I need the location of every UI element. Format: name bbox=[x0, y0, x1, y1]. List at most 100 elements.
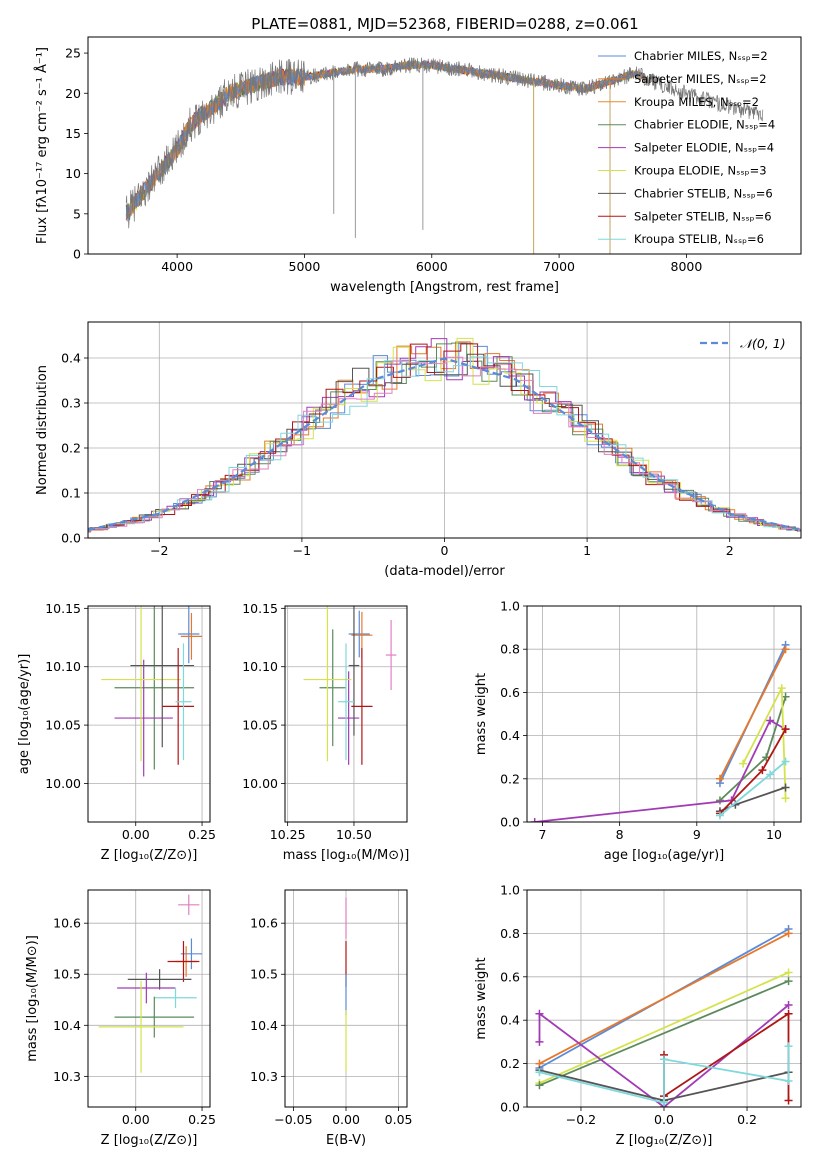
spectrum-panel: 4000 5000 6000 7000 8000 0 5 10 15 20 25 wavelength… bbox=[34, 36, 802, 295]
weight-series-line bbox=[742, 684, 787, 799]
weight-point-marker bbox=[781, 757, 790, 766]
legend-label: Chabrier STELIB, Nₛₛₚ=6 bbox=[634, 186, 773, 200]
weight-point-marker bbox=[660, 1055, 668, 1064]
weight-point-marker bbox=[777, 684, 786, 693]
y-tick-label: 0.6 bbox=[500, 685, 520, 700]
y-tick-label: 10.6 bbox=[250, 916, 278, 931]
x-axis-label: (data-model)/error bbox=[384, 564, 505, 579]
weight-series-line bbox=[539, 971, 789, 1084]
legend-label: Kroupa STELIB, Nₛₛₚ=6 bbox=[634, 232, 764, 246]
weight-lines bbox=[535, 925, 793, 1107]
mass-vs-ebv-panel: −0.05 0.00 0.05 10.3 10.4 10.5 10.6 E(B-V) bbox=[250, 889, 413, 1148]
weight-series-line bbox=[719, 648, 787, 780]
x-tick-label: 0.0 bbox=[654, 1112, 674, 1127]
x-tick-label: −2 bbox=[150, 543, 168, 558]
weight-series-line bbox=[534, 719, 787, 822]
x-axis-label: Z [log₁₀(Z/Z⊙)] bbox=[101, 848, 198, 863]
histogram-series bbox=[88, 342, 801, 533]
y-tick-label: 0 bbox=[73, 247, 81, 262]
y-tick-label: 10.15 bbox=[45, 601, 81, 616]
y-axis-label: mass [log₁₀(M/M⊙)] bbox=[25, 935, 40, 1062]
y-tick-label: 0.2 bbox=[500, 771, 520, 786]
y-tick-label: 1.0 bbox=[500, 599, 520, 614]
histogram-series bbox=[88, 353, 801, 531]
legend-label: Salpeter ELODIE, Nₛₛₚ=4 bbox=[634, 141, 774, 155]
legend-label: Chabrier MILES, Nₛₛₚ=2 bbox=[634, 49, 768, 63]
y-tick-label: 0.6 bbox=[500, 969, 520, 984]
y-tick-label: 5 bbox=[73, 206, 81, 221]
weight-point-marker bbox=[766, 716, 775, 725]
y-tick-label: 10.5 bbox=[250, 967, 278, 982]
weight-point-marker bbox=[784, 929, 793, 938]
y-tick-label: 1.0 bbox=[500, 883, 520, 898]
weight-point-marker bbox=[784, 968, 793, 977]
y-tick-label: 20 bbox=[65, 86, 81, 101]
histogram-series bbox=[88, 338, 801, 533]
y-axis-label: Normed distribution bbox=[35, 365, 50, 495]
x-axis-label: mass [log₁₀(M/M⊙)] bbox=[283, 848, 410, 863]
y-axis-label: mass weight bbox=[474, 673, 489, 755]
legend-label: Chabrier ELODIE, Nₛₛₚ=4 bbox=[634, 118, 775, 132]
figure-title: PLATE=0881, MJD=52368, FIBERID=0288, z=0… bbox=[251, 15, 638, 33]
weight-point-marker bbox=[758, 766, 767, 775]
axes-frame bbox=[87, 36, 802, 255]
y-tick-label: 10.00 bbox=[242, 776, 278, 791]
y-tick-label: 0.8 bbox=[500, 642, 520, 657]
axes-frame bbox=[284, 889, 408, 1108]
weight-point-marker bbox=[739, 759, 748, 768]
y-tick-label: 0.0 bbox=[61, 531, 81, 546]
weight-point-marker bbox=[715, 774, 724, 783]
histogram-steps bbox=[88, 337, 801, 533]
y-tick-label: 10.4 bbox=[53, 1018, 81, 1033]
weight-point-marker bbox=[715, 811, 724, 820]
axes-frame bbox=[284, 605, 408, 823]
weight-point-marker bbox=[784, 1076, 793, 1085]
weight-point-marker bbox=[781, 645, 790, 654]
weight-vs-age-panel: 7 8 9 10 0.0 0.2 0.4 0.6 0.8 1.0 age [log₁₀(age/yr… bbox=[474, 599, 802, 863]
weight-point-marker bbox=[781, 794, 790, 803]
y-tick-label: 0.3 bbox=[61, 396, 81, 411]
weight-point-marker bbox=[781, 725, 790, 734]
normal-curve bbox=[88, 357, 801, 531]
residual-histogram-panel: −2 −1 0 1 2 0.0 0.1 0.2 0.3 0.4 (data-model)/error… bbox=[35, 321, 802, 579]
weight-point-marker bbox=[766, 770, 775, 779]
axes-frame bbox=[87, 321, 802, 539]
weight-point-marker bbox=[535, 1037, 544, 1046]
y-tick-label: 0.2 bbox=[61, 441, 81, 456]
x-axis-label: age [log₁₀(age/yr)] bbox=[604, 848, 725, 863]
y-tick-label: 0.4 bbox=[61, 351, 81, 366]
x-tick-label: 8000 bbox=[671, 259, 703, 274]
x-tick-label: 10.25 bbox=[270, 827, 306, 842]
x-axis-label: Z [log₁₀(Z/Z⊙)] bbox=[616, 1133, 713, 1148]
legend-label: Salpeter STELIB, Nₛₛₚ=6 bbox=[634, 209, 772, 223]
y-tick-label: 10.05 bbox=[242, 718, 278, 733]
x-tick-label: 0 bbox=[441, 543, 449, 558]
errorbar-points bbox=[98, 894, 203, 1073]
y-tick-label: 10.10 bbox=[45, 659, 81, 674]
y-axis-label: age [log₁₀(age/yr)] bbox=[17, 654, 32, 775]
x-axis-label: Z [log₁₀(Z/Z⊙)] bbox=[101, 1133, 198, 1148]
x-tick-label: 10.50 bbox=[336, 827, 372, 842]
weight-point-marker bbox=[535, 1009, 544, 1018]
x-tick-label: 0.2 bbox=[737, 1112, 757, 1127]
weight-point-marker bbox=[784, 1001, 793, 1010]
y-tick-label: 10.5 bbox=[53, 967, 81, 982]
legend-label: Salpeter MILES, Nₛₛₚ=2 bbox=[634, 72, 767, 86]
mass-vs-metallicity-panel: 0.00 0.25 10.3 10.4 10.5 10.6 Z [log₁₀(Z/Z⊙)] m… bbox=[25, 889, 216, 1148]
axes-frame bbox=[87, 605, 211, 823]
y-tick-label: 0.2 bbox=[500, 1056, 520, 1071]
x-tick-label: 0.00 bbox=[122, 827, 150, 842]
y-tick-label: 0.0 bbox=[500, 815, 520, 830]
y-tick-label: 0.1 bbox=[61, 486, 81, 501]
y-tick-label: 10.15 bbox=[242, 601, 278, 616]
y-tick-label: 25 bbox=[65, 46, 81, 61]
y-tick-label: 10.05 bbox=[45, 718, 81, 733]
x-tick-label: 5000 bbox=[289, 259, 321, 274]
histogram-series bbox=[88, 343, 801, 533]
y-tick-label: 10 bbox=[65, 166, 81, 181]
legend-label: 𝒩(0, 1) bbox=[740, 336, 786, 351]
y-axis-label: Flux [fλ10⁻¹⁷ erg cm⁻² s⁻¹ Å⁻¹] bbox=[34, 47, 50, 244]
x-tick-label: 0.25 bbox=[188, 1112, 216, 1127]
weight-point-marker bbox=[530, 818, 539, 822]
weight-point-marker bbox=[784, 1042, 793, 1051]
